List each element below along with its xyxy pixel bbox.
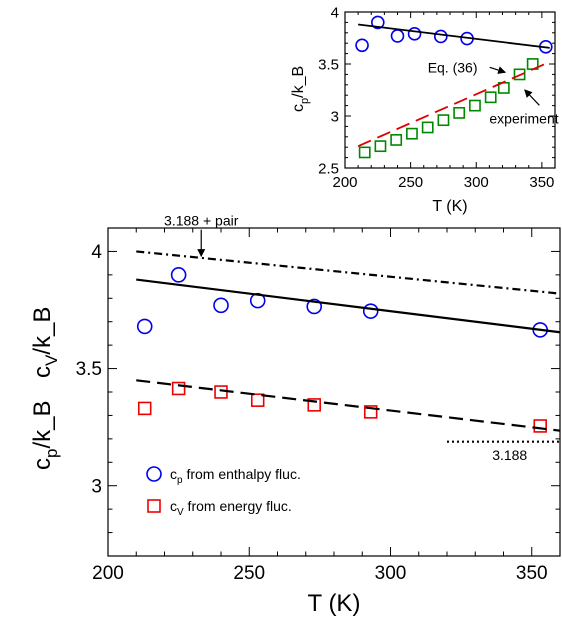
y-tick-label: 4	[91, 242, 102, 263]
y-tick-label: 4	[331, 4, 339, 21]
square-data-point	[374, 140, 387, 153]
series-line-dashdot	[136, 250, 561, 295]
x-tick-label: 350	[529, 174, 554, 191]
y-tick-label: 2.5	[318, 160, 339, 177]
main-plot: 200 250 300 350 3 3.5 4 T (K) 3.188 + pair 3.188 c…	[29, 213, 561, 617]
square-data-point	[421, 121, 434, 134]
x-axis-label: T (K)	[308, 590, 361, 617]
square-data-point	[250, 393, 265, 407]
square-data-point	[437, 114, 450, 127]
y-tick-label: 3	[91, 476, 102, 497]
x-tick-label: 200	[92, 563, 124, 584]
y-axis-label-cp-text: cp/k_B	[29, 401, 61, 471]
x-tick-label: 250	[398, 174, 423, 191]
annotation-label: experiment	[489, 110, 558, 126]
circle-data-point	[170, 267, 187, 283]
legend: cp from enthalpy fluc. cV from energy flu…	[146, 466, 301, 518]
annotation-label: 3.188	[492, 447, 527, 463]
x-tick-label: 200	[332, 174, 357, 191]
annotation-label: Eq. (36)	[428, 59, 478, 75]
annotation-arrow	[489, 66, 507, 74]
inset-y-axis-label: cp/k_B	[290, 66, 311, 112]
square-data-point	[533, 419, 547, 433]
x-tick-label: 250	[233, 563, 265, 584]
square-data-point	[469, 99, 481, 112]
square-data-point	[390, 134, 403, 146]
y-tick-label: 3.5	[76, 359, 102, 380]
annotation-arrow	[524, 89, 540, 106]
legend-circle-marker	[146, 466, 162, 482]
circle-data-point	[136, 318, 153, 335]
inset-y-axis-label-text: cp/k_B	[290, 66, 311, 112]
y-axis-label-cv-text: cV/k_B	[29, 307, 61, 378]
circle-data-point	[306, 298, 323, 315]
square-data-point	[453, 106, 466, 119]
x-tick-label: 300	[464, 174, 489, 191]
square-data-point	[307, 398, 321, 412]
circle-data-point	[434, 29, 448, 44]
circle-data-point	[362, 303, 379, 319]
square-data-point	[406, 127, 418, 140]
square-data-point	[214, 385, 228, 399]
square-data-point	[363, 405, 378, 419]
inset-background	[300, 0, 562, 210]
square-data-point	[358, 146, 371, 159]
x-tick-label: 300	[375, 563, 407, 584]
series-line-dashed	[357, 61, 551, 147]
circle-data-point	[407, 27, 422, 41]
annotation-label: 3.188 + pair	[164, 213, 239, 229]
legend-label: cp from enthalpy fluc.	[170, 466, 301, 486]
inset-plot: 200 250 300 350 2.5 3 3.5 4 T (K) Eq. (36) experim…	[290, 0, 562, 215]
legend-label: cV from energy fluc.	[170, 498, 292, 518]
circle-data-point	[213, 297, 229, 314]
square-data-point	[513, 68, 526, 81]
y-axis-label-cp: cp/k_B	[29, 401, 61, 471]
x-axis-label: T (K)	[432, 198, 467, 215]
square-data-point	[484, 91, 497, 104]
circle-data-point	[355, 38, 369, 53]
square-data-point	[137, 401, 152, 416]
y-tick-label: 3	[331, 108, 339, 125]
square-data-point	[171, 381, 186, 396]
circle-data-point	[371, 15, 385, 30]
x-tick-label: 350	[516, 563, 548, 584]
series-line-solid	[136, 278, 561, 334]
y-axis-label-cv: cV/k_B	[29, 307, 61, 378]
series-line-solid	[358, 23, 550, 49]
legend-square-marker	[147, 499, 161, 513]
y-tick-label: 3.5	[318, 56, 339, 73]
series-line-dashed	[136, 379, 561, 432]
